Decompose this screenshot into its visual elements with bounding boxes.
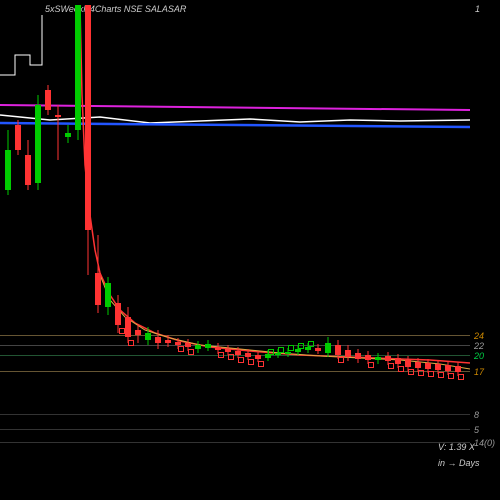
candle[interactable] (235, 15, 241, 450)
candle[interactable] (75, 15, 81, 450)
signal-marker (458, 374, 464, 380)
candle[interactable] (105, 15, 111, 450)
price-axis-label: 5 (474, 425, 479, 435)
signal-marker (268, 349, 274, 355)
signal-marker (388, 363, 394, 369)
candle[interactable] (215, 15, 221, 450)
signal-marker (338, 357, 344, 363)
candle[interactable] (405, 15, 411, 450)
candle[interactable] (265, 15, 271, 450)
candle[interactable] (45, 15, 51, 450)
candle[interactable] (275, 15, 281, 450)
candle[interactable] (135, 15, 141, 450)
signal-marker (258, 361, 264, 367)
candle[interactable] (315, 15, 321, 450)
stock-chart-container: 5xSWeekly4Charts NSE SALASAR 1 242220 17 8… (0, 0, 500, 500)
candle[interactable] (255, 15, 261, 450)
candle[interactable] (325, 15, 331, 450)
signal-marker (428, 371, 434, 377)
candle[interactable] (205, 15, 211, 450)
candle[interactable] (145, 15, 151, 450)
signal-marker (178, 346, 184, 352)
candle[interactable] (165, 15, 171, 450)
signal-marker (218, 352, 224, 358)
signal-marker (308, 341, 314, 347)
candle[interactable] (185, 15, 191, 450)
candle[interactable] (125, 15, 131, 450)
chart-header-right: 1 (475, 4, 480, 14)
candle[interactable] (245, 15, 251, 450)
candle[interactable] (285, 15, 291, 450)
signal-marker (368, 362, 374, 368)
candle[interactable] (335, 15, 341, 450)
price-axis-label: 14(0) (474, 438, 495, 448)
candle[interactable] (365, 15, 371, 450)
candle[interactable] (295, 15, 301, 450)
signal-marker (128, 340, 134, 346)
signal-marker (448, 373, 454, 379)
price-axis-label: 8 (474, 410, 479, 420)
price-chart-area[interactable] (0, 15, 470, 450)
candle[interactable] (225, 15, 231, 450)
candle[interactable] (5, 15, 11, 450)
signal-marker (288, 345, 294, 351)
signal-marker (238, 357, 244, 363)
signal-marker (438, 372, 444, 378)
signal-marker (398, 366, 404, 372)
candle[interactable] (55, 15, 61, 450)
signal-marker (188, 349, 194, 355)
candle[interactable] (355, 15, 361, 450)
candle[interactable] (115, 15, 121, 450)
candle[interactable] (385, 15, 391, 450)
candle[interactable] (35, 15, 41, 450)
signal-marker (298, 343, 304, 349)
candle[interactable] (445, 15, 451, 450)
signal-marker (418, 370, 424, 376)
signal-marker (248, 359, 254, 365)
candle[interactable] (95, 15, 101, 450)
price-axis-label: 17 (474, 367, 484, 377)
candle[interactable] (425, 15, 431, 450)
candle[interactable] (15, 15, 21, 450)
candle[interactable] (175, 15, 181, 450)
chart-title: 5xSWeekly4Charts NSE SALASAR (45, 4, 186, 14)
price-axis-label: 22 (474, 341, 484, 351)
candle[interactable] (155, 15, 161, 450)
candle[interactable] (415, 15, 421, 450)
price-axis-label: 24 (474, 331, 484, 341)
candle[interactable] (305, 15, 311, 450)
candle[interactable] (65, 15, 71, 450)
days-label: in → Days (438, 458, 480, 468)
candle[interactable] (375, 15, 381, 450)
signal-marker (278, 347, 284, 353)
candle[interactable] (25, 15, 31, 450)
signal-marker (408, 369, 414, 375)
candle[interactable] (435, 15, 441, 450)
candle[interactable] (455, 15, 461, 450)
signal-marker (228, 354, 234, 360)
candle[interactable] (345, 15, 351, 450)
volume-label: V: 1.39 X (438, 442, 475, 452)
candle[interactable] (85, 15, 91, 450)
price-axis-label: 20 (474, 351, 484, 361)
candle[interactable] (395, 15, 401, 450)
candle[interactable] (195, 15, 201, 450)
signal-marker (119, 328, 125, 334)
